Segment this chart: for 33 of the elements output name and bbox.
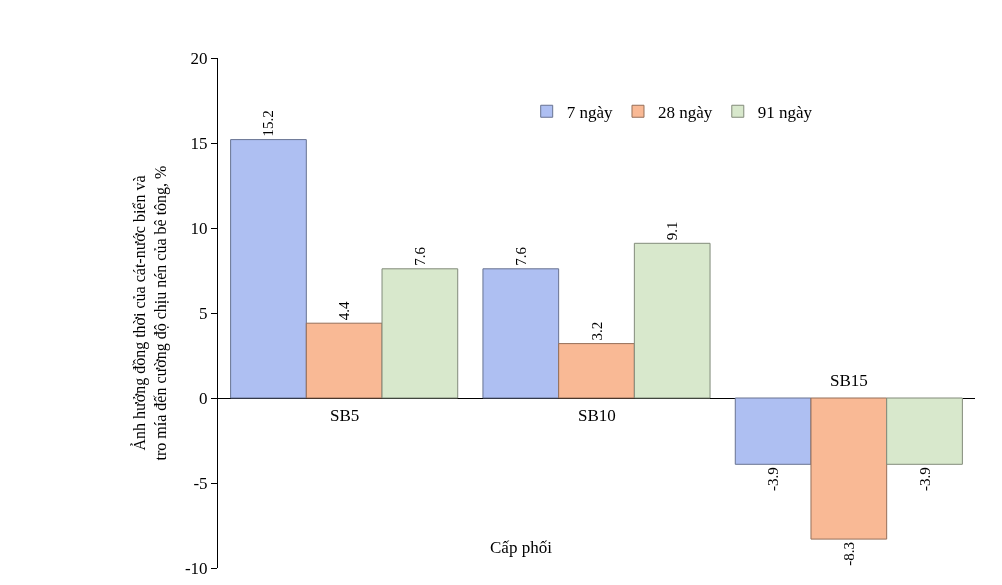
data-label: 15.2 [260,110,277,137]
y-tick-label: -5 [193,473,208,493]
y-axis-title: Ảnh hưởng đồng thời của cát-nước biển và tro mía đến cường độ chịu nén của bê tông, % [130,165,170,461]
bar [381,268,459,399]
bar [633,242,711,399]
y-tick-label: -10 [184,558,208,578]
data-label: 3.2 [588,321,605,341]
data-label: -8.3 [840,542,857,566]
y-tick-label: 10 [190,218,208,238]
data-label: -3.9 [916,467,933,492]
bar [305,322,383,399]
data-label: 4.4 [336,300,353,321]
y-tick-label: 15 [190,133,208,153]
x-axis-title: Cấp phối [490,538,553,557]
bar [886,397,963,465]
bar [734,397,812,465]
data-label: 9.1 [664,221,681,241]
bar [558,343,635,399]
y-tick-label: 20 [190,48,208,68]
bar [230,139,307,399]
x-tick-label: SB5 [330,406,360,425]
bar [482,268,560,399]
legend-label: 7 ngày [566,102,613,122]
data-label: 7.6 [512,246,529,266]
x-tick-label: SB15 [830,371,868,390]
data-label: -3.9 [765,467,782,492]
bar [810,397,888,540]
y-tick-label: 5 [199,303,208,323]
legend-label: 91 ngày [757,102,813,122]
x-tick-label: SB10 [578,406,616,425]
data-label: 7.6 [411,246,428,266]
y-tick-label: 0 [199,388,208,408]
legend-label: 28 ngày [657,102,713,122]
